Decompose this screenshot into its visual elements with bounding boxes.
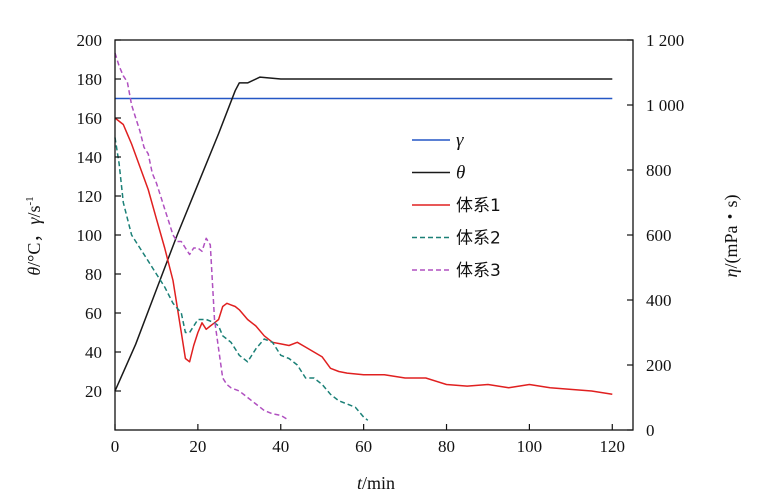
legend-label: θ <box>456 163 465 184</box>
left-y-tick-label: 20 <box>85 382 102 401</box>
series-line-5 <box>114 52 290 421</box>
series-layer <box>114 52 613 421</box>
x-tick-label: 0 <box>111 437 120 456</box>
right-y-tick-label: 0 <box>646 421 655 440</box>
legend-label: 体系1 <box>456 196 501 216</box>
left-y-tick-label: 200 <box>77 31 103 50</box>
x-tick-label: 40 <box>272 437 289 456</box>
legend-label: 体系3 <box>456 261 501 281</box>
left-y-tick-label: 100 <box>77 226 103 245</box>
legend-label: γ <box>456 130 464 151</box>
series-line-3 <box>114 117 613 396</box>
legend: γθ 体系1 体系2 体系3 <box>412 130 501 281</box>
left-y-tick-label: 180 <box>77 70 103 89</box>
x-tick-label: 100 <box>517 437 543 456</box>
right-axis-title: η/(mPa・s) <box>721 195 742 278</box>
right-y-tick-label: 1 200 <box>646 31 684 50</box>
left-y-tick-label: 60 <box>85 304 102 323</box>
left-y-tick-label: 80 <box>85 265 102 284</box>
left-y-tick-label: 120 <box>77 187 103 206</box>
left-y-tick-label: 40 <box>85 343 102 362</box>
right-y-tick-label: 800 <box>646 161 672 180</box>
right-y-tick-label: 600 <box>646 226 672 245</box>
right-y-tick-label: 400 <box>646 291 672 310</box>
x-tick-label: 120 <box>600 437 626 456</box>
legend-label: 体系2 <box>456 229 501 249</box>
x-tick-label: 60 <box>355 437 372 456</box>
x-tick-label: 20 <box>189 437 206 456</box>
right-y-tick-label: 200 <box>646 356 672 375</box>
series-line-2 <box>114 76 613 392</box>
axes-layer: 0 20 40 60 80 100 120 20 40 60 80 100 120 140 160 180 20… <box>77 31 685 456</box>
left-axis-title: θ/°C，γ/s-1 <box>24 196 44 275</box>
left-y-tick-label: 160 <box>77 109 103 128</box>
x-axis-title: t/min <box>357 473 395 493</box>
series-line-4 <box>114 137 369 421</box>
x-tick-label: 80 <box>438 437 455 456</box>
right-y-tick-label: 1 000 <box>646 96 684 115</box>
left-y-tick-label: 140 <box>77 148 103 167</box>
